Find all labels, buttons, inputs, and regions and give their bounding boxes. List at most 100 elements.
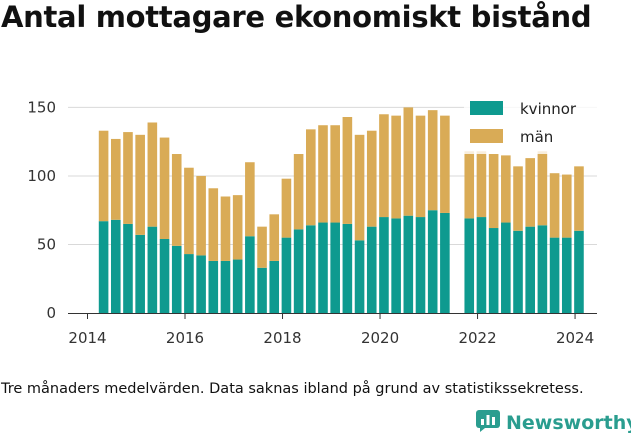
chart-title: Antal mottagare ekonomiskt bistånd xyxy=(1,0,592,34)
x-tick-label: 2018 xyxy=(263,329,301,347)
footnote: Tre månaders medelvärden. Data saknas ib… xyxy=(1,381,584,397)
bar-man xyxy=(220,196,231,261)
bar-man xyxy=(561,174,572,238)
y-tick-label: 100 xyxy=(27,167,56,185)
bar-man xyxy=(208,188,219,261)
bar-man xyxy=(379,114,389,218)
bar-man xyxy=(513,166,523,231)
bar-kvinnor xyxy=(488,228,499,313)
bar-kvinnor xyxy=(574,230,584,313)
bar-man xyxy=(501,155,511,223)
bar-kvinnor xyxy=(257,267,267,313)
legend-swatch-män xyxy=(470,129,503,143)
x-tick-label: 2016 xyxy=(166,329,204,347)
bar-kvinnor xyxy=(208,260,219,313)
bar-man xyxy=(574,166,584,231)
bar-kvinnor xyxy=(379,217,389,313)
bar-man xyxy=(293,154,304,230)
bar-kvinnor xyxy=(440,212,450,313)
x-axis: 2014 2016 2018 2020 2022 2024 xyxy=(68,313,597,347)
bar-man xyxy=(135,134,145,235)
newsworthy-logo[interactable]: Newsworthy xyxy=(476,409,631,437)
bar-kvinnor xyxy=(366,226,377,313)
y-axis: 0 50 100 150 xyxy=(27,98,56,322)
stacked-bar-chart: 2014 2016 2018 2020 2022 2024 0 50 100 150 kvinn… xyxy=(27,92,599,347)
bar-kvinnor xyxy=(427,210,438,313)
bar-kvinnor xyxy=(501,222,511,313)
bar-kvinnor xyxy=(415,217,426,313)
bar-man xyxy=(123,132,133,224)
bar-kvinnor xyxy=(464,218,475,313)
bar-kvinnor xyxy=(196,255,206,313)
bar-man xyxy=(147,122,158,227)
legend-swatch-kvinnor xyxy=(470,101,503,115)
legend-label: män xyxy=(520,128,553,146)
bar-kvinnor xyxy=(159,238,170,313)
bar-man xyxy=(281,178,292,238)
bar-kvinnor xyxy=(220,260,231,313)
bar-man xyxy=(257,226,267,268)
bar-man xyxy=(269,214,280,261)
bar-man xyxy=(525,158,536,227)
legend: kvinnor män xyxy=(464,92,599,154)
y-tick-label: 50 xyxy=(37,235,56,253)
bar-man xyxy=(342,117,353,224)
bar-man xyxy=(354,134,365,241)
bars xyxy=(98,107,584,313)
bar-kvinnor xyxy=(232,259,243,313)
bar-man xyxy=(537,151,548,226)
bar-man xyxy=(318,125,328,223)
bar-kvinnor xyxy=(330,222,340,313)
legend-label: kvinnor xyxy=(520,100,577,118)
bar-kvinnor xyxy=(306,225,316,313)
bar-man xyxy=(171,154,182,246)
x-tick-label: 2024 xyxy=(556,329,594,347)
bar-kvinnor xyxy=(147,226,158,313)
bar-man xyxy=(488,154,499,229)
brand-name: Newsworthy xyxy=(506,412,631,434)
bar-kvinnor xyxy=(135,234,145,313)
bar-kvinnor xyxy=(525,226,536,313)
bar-man xyxy=(366,130,377,227)
bar-kvinnor xyxy=(537,225,548,313)
bar-man xyxy=(403,107,414,216)
bar-man xyxy=(440,115,450,213)
bar-chart-icon xyxy=(476,410,500,436)
bar-man xyxy=(245,162,255,237)
bar-kvinnor xyxy=(391,218,401,313)
bar-man xyxy=(415,115,426,218)
bar-man xyxy=(184,167,194,255)
bar-man xyxy=(98,130,109,222)
bar-kvinnor xyxy=(549,237,560,313)
x-tick-label: 2022 xyxy=(458,329,496,347)
bar-man xyxy=(391,115,401,219)
bar-kvinnor xyxy=(293,229,304,313)
bar-kvinnor xyxy=(318,222,328,313)
bar-kvinnor xyxy=(561,237,572,313)
bar-man xyxy=(306,129,316,226)
bar-kvinnor xyxy=(110,219,121,313)
bar-man xyxy=(232,195,243,260)
bar-kvinnor xyxy=(476,217,487,313)
bar-man xyxy=(110,138,121,220)
x-tick-label: 2020 xyxy=(361,329,399,347)
y-tick-label: 0 xyxy=(46,304,56,322)
bar-kvinnor xyxy=(123,223,133,313)
bar-man xyxy=(549,173,560,238)
bar-kvinnor xyxy=(245,236,255,313)
bar-kvinnor xyxy=(184,254,194,313)
bar-kvinnor xyxy=(281,237,292,313)
bar-man xyxy=(476,151,487,218)
bar-man xyxy=(427,110,438,211)
bar-kvinnor xyxy=(513,230,523,313)
bar-kvinnor xyxy=(342,223,353,313)
bar-man xyxy=(196,175,206,256)
bar-man xyxy=(330,125,340,223)
bar-kvinnor xyxy=(269,260,280,313)
bar-kvinnor xyxy=(403,215,414,313)
y-tick-label: 150 xyxy=(27,98,56,116)
bar-kvinnor xyxy=(171,245,182,313)
bar-man xyxy=(464,151,475,219)
bar-kvinnor xyxy=(98,221,109,313)
bar-man xyxy=(159,137,170,239)
